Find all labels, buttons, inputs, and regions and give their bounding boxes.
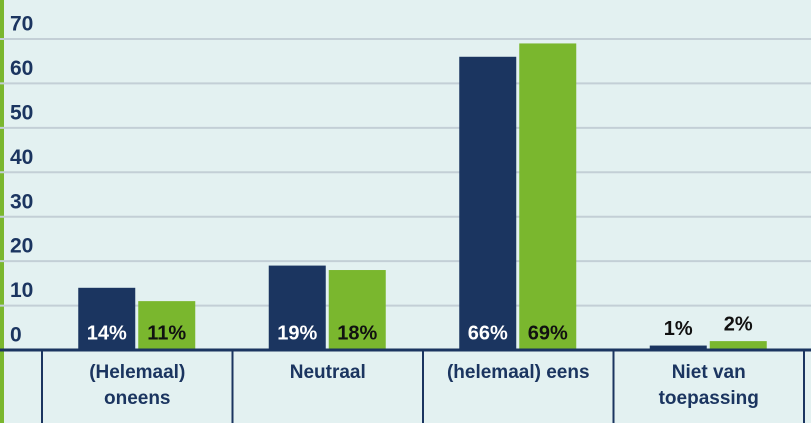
bar	[78, 287, 136, 350]
y-tick-label: 30	[10, 190, 33, 213]
value-label: 1%	[664, 318, 693, 340]
y-tick-label: 40	[10, 146, 33, 169]
value-label: 2%	[724, 313, 753, 335]
value-label: 14%	[87, 322, 127, 344]
x-tick-label: Niet van toepassing	[658, 362, 759, 409]
bar	[649, 345, 707, 350]
bar	[709, 341, 767, 350]
y-tick-label: 0	[10, 324, 22, 347]
x-tick-label: (Helemaal) oneens	[89, 362, 186, 409]
left-border	[0, 0, 4, 423]
value-label: 19%	[277, 322, 317, 344]
y-tick-label: 10	[10, 279, 33, 302]
y-tick-label: 70	[10, 13, 33, 36]
value-label: 66%	[468, 322, 508, 344]
y-tick-label: 60	[10, 57, 33, 80]
y-tick-label: 50	[10, 101, 33, 124]
y-tick-label: 20	[10, 235, 33, 258]
bar	[519, 43, 577, 350]
x-tick-label: (helemaal) eens	[446, 362, 590, 383]
value-label: 69%	[528, 322, 568, 344]
x-tick-label: Neutraal	[289, 362, 366, 383]
bar	[268, 265, 326, 350]
bar	[459, 56, 517, 351]
value-label: 18%	[337, 322, 377, 344]
value-label: 11%	[147, 322, 186, 344]
bar	[138, 301, 196, 350]
bar	[328, 270, 386, 350]
